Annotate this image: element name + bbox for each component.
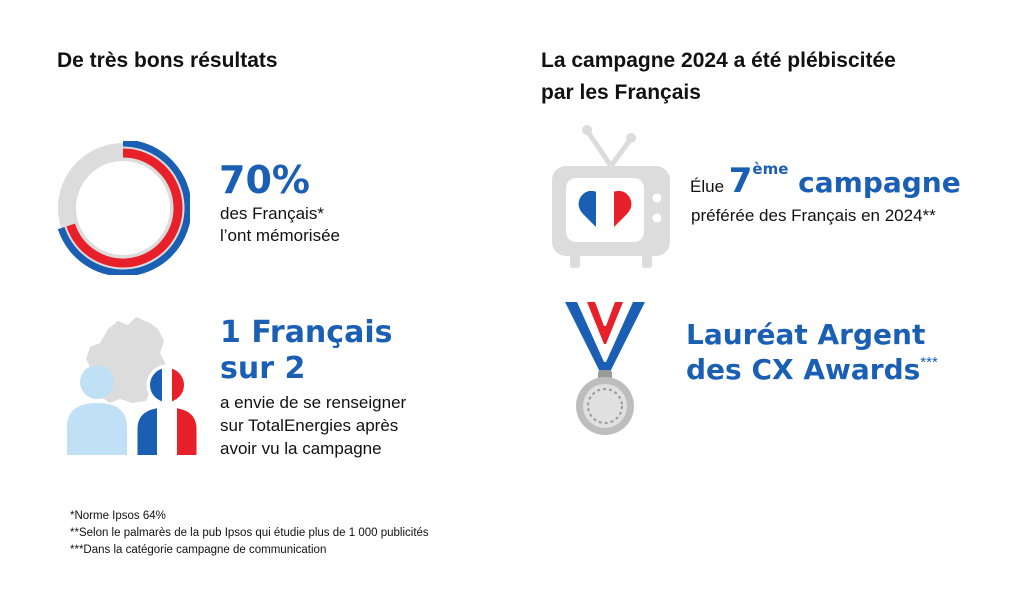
right-section-title-line2: par les Français (541, 81, 701, 104)
award2-line2-row: des CX Awards*** (686, 353, 938, 387)
award1-line2: préférée des Français en 2024** (691, 206, 936, 225)
stat-70-value: 70% (219, 158, 310, 202)
stat-1-sur-2-line1: 1 Français (220, 315, 393, 350)
medal-icon (565, 302, 645, 435)
footnote-3: ***Dans la catégorie campagne de communi… (70, 544, 327, 556)
stat-2-desc2: sur TotalEnergies après (220, 416, 399, 435)
award1-line1: Élue 7ème campagne (690, 160, 961, 201)
left-section-title: De très bons résultats (57, 49, 278, 72)
person-icon (67, 365, 127, 455)
tv-icon (552, 125, 670, 268)
people-map-icon (67, 317, 198, 455)
award2-marker: *** (920, 354, 938, 371)
person-flag-icon (136, 364, 198, 455)
stat-1-sur-2-line2: sur 2 (220, 351, 306, 386)
award1-prefix: Élue (690, 177, 729, 196)
donut-chart-icon (57, 141, 190, 275)
award1-rank-sup: ème (752, 160, 789, 178)
award2-line2: des CX Awards (686, 353, 921, 386)
award1-rank: 7 (728, 161, 753, 201)
stat-70-line1: des Français* (220, 204, 324, 223)
footnote-1: *Norme Ipsos 64% (70, 510, 166, 522)
award1-word: campagne (788, 166, 961, 199)
award2-line1: Lauréat Argent (686, 318, 926, 351)
stat-2-desc1: a envie de se renseigner (220, 393, 407, 412)
right-section-title-line1: La campagne 2024 a été plébiscitée (541, 49, 896, 72)
footnote-2: **Selon le palmarès de la pub Ipsos qui … (70, 527, 429, 539)
stat-70-line2: l’ont mémorisée (220, 226, 340, 245)
stat-2-desc3: avoir vu la campagne (220, 439, 382, 458)
